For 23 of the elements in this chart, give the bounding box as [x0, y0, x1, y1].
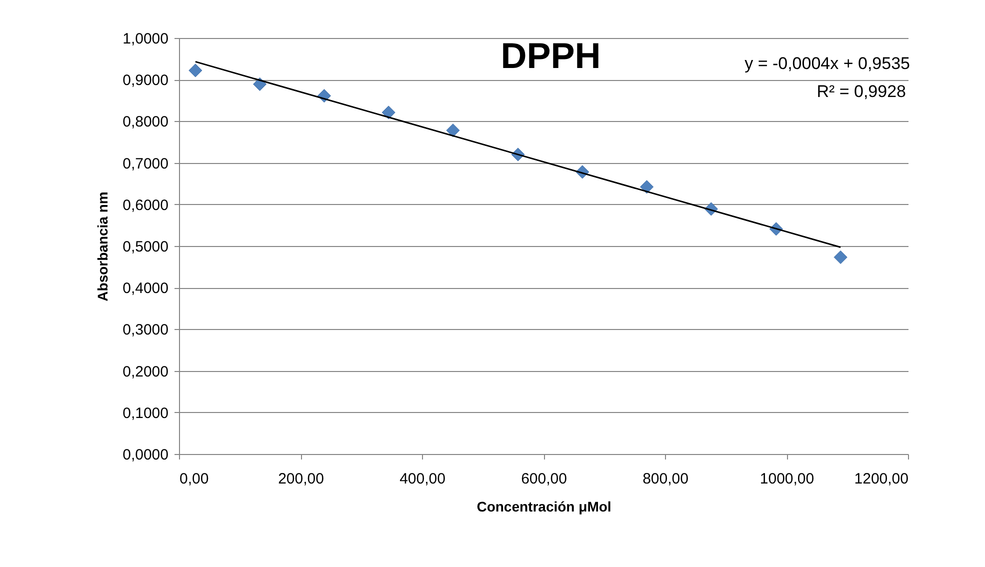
y-tick-label: 0,8000 — [122, 114, 168, 131]
x-tick-label: 0,00 — [180, 470, 209, 488]
y-tick-label: 0,7000 — [122, 155, 168, 172]
y-tick-label: 0,1000 — [122, 404, 168, 422]
y-tick-label: 0,4000 — [122, 280, 168, 298]
x-tick-label: 800,00 — [642, 470, 688, 488]
y-tick-label: 0,0000 — [122, 446, 168, 464]
chart-title: DPPH — [500, 35, 601, 76]
y-tick-label: 0,9000 — [122, 72, 168, 90]
x-tick-label: 1000,00 — [760, 470, 814, 488]
y-tick-label: 0,3000 — [122, 322, 168, 339]
annotation: y = -0,0004x + 0,9535 — [744, 54, 910, 73]
x-tick-label: 600,00 — [521, 470, 567, 488]
x-tick-label: 1200,00 — [854, 470, 908, 488]
x-tick-label: 200,00 — [278, 470, 324, 488]
y-tick-label: 0,5000 — [122, 238, 168, 256]
annotation: R² = 0,9928 — [816, 82, 906, 101]
y-axis-title: Absorbancia nm — [94, 192, 111, 302]
y-tick-label: 1,0000 — [122, 30, 168, 48]
x-tick-label: 400,00 — [400, 470, 446, 488]
x-axis-title: Concentración μMol — [476, 498, 612, 514]
y-tick-label: 0,2000 — [122, 363, 168, 380]
y-tick-label: 0,6000 — [122, 196, 168, 214]
